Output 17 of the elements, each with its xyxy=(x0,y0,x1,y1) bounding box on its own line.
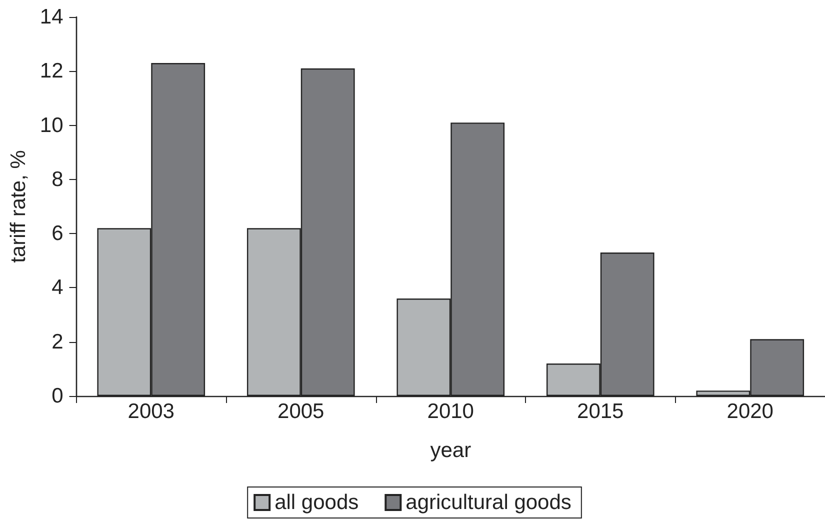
y-axis-title: tariff rate, % xyxy=(7,150,30,263)
y-tick-label: 0 xyxy=(52,384,64,408)
x-tick-label: 2005 xyxy=(278,400,324,423)
legend-label: all goods xyxy=(274,491,359,514)
y-tick-label: 2 xyxy=(52,330,64,354)
x-tick-label: 2015 xyxy=(577,400,624,423)
y-tick-label: 6 xyxy=(52,222,64,246)
x-tick-label: 2003 xyxy=(128,400,174,423)
x-axis-title: year xyxy=(430,439,472,462)
legend-label: agricultural goods xyxy=(406,491,572,514)
y-tick-label: 14 xyxy=(40,6,64,28)
y-tick-label: 8 xyxy=(52,168,64,191)
x-tick-label: 2020 xyxy=(726,400,774,423)
y-tick-label: 4 xyxy=(52,276,64,300)
y-tick-label: 10 xyxy=(40,114,64,137)
x-tick-label: 2010 xyxy=(427,400,474,423)
y-tick-label: 12 xyxy=(40,60,64,83)
